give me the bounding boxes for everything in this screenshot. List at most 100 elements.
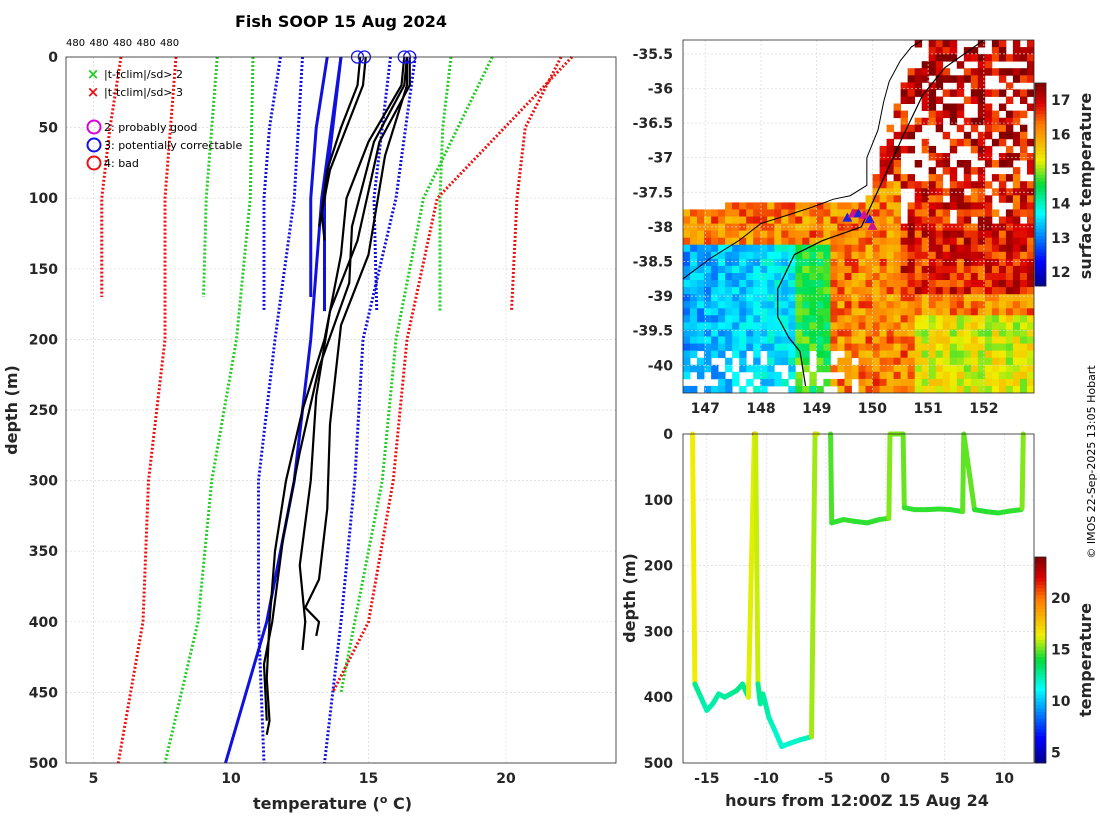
sst-cell bbox=[830, 364, 838, 373]
track-segment bbox=[1019, 431, 1026, 511]
colorbar-segment bbox=[1035, 157, 1046, 162]
sst-cell bbox=[823, 258, 831, 267]
sst-cell bbox=[907, 216, 915, 224]
sst-cell bbox=[914, 329, 923, 337]
sst-cell bbox=[697, 280, 705, 288]
sst-cell bbox=[879, 378, 887, 387]
sst-cell bbox=[823, 350, 831, 359]
sst-cell bbox=[739, 244, 747, 253]
sst-cell bbox=[683, 237, 691, 246]
sst-cell bbox=[970, 223, 979, 232]
sst-cell bbox=[1005, 110, 1014, 119]
sst-cell bbox=[977, 357, 986, 366]
sst-cell bbox=[1027, 237, 1034, 246]
colorbar-segment bbox=[1035, 694, 1046, 699]
sst-cell bbox=[823, 329, 831, 337]
sst-cell bbox=[921, 329, 930, 337]
sst-cell bbox=[914, 89, 923, 97]
sst-cell bbox=[893, 209, 901, 217]
sst-cell bbox=[872, 343, 880, 352]
sst-cell bbox=[858, 258, 866, 267]
sst-cell bbox=[998, 160, 1007, 168]
sst-cell bbox=[802, 280, 810, 288]
sst-cell bbox=[830, 244, 838, 253]
colorbar-segment bbox=[1035, 123, 1046, 128]
sst-cell bbox=[963, 287, 972, 295]
sst-cell bbox=[942, 385, 951, 393]
sst-cell bbox=[1027, 308, 1034, 316]
sst-cell bbox=[830, 209, 838, 217]
sst-cell bbox=[1012, 209, 1021, 217]
sst-cell bbox=[1027, 181, 1034, 189]
time-x-tick-label: 5 bbox=[940, 771, 950, 787]
sst-cell bbox=[963, 301, 972, 309]
sst-cell bbox=[823, 315, 831, 323]
sst-cell bbox=[977, 273, 986, 281]
sst-cell bbox=[879, 350, 887, 359]
sst-cell bbox=[683, 216, 691, 224]
sst-cell bbox=[921, 251, 930, 260]
sst-cell bbox=[816, 294, 824, 302]
sst-cell bbox=[865, 371, 873, 380]
sst-cell bbox=[1020, 138, 1028, 147]
sst-cell bbox=[809, 244, 817, 253]
sst-cell bbox=[907, 223, 915, 232]
sst-cell bbox=[998, 181, 1007, 189]
sst-cell bbox=[991, 364, 1000, 373]
colorbar-segment bbox=[1035, 584, 1046, 589]
sst-cell bbox=[704, 273, 712, 281]
sst-cell bbox=[956, 195, 965, 203]
colorbar-segment bbox=[1035, 560, 1046, 565]
sst-cell bbox=[851, 244, 859, 253]
sst-cell bbox=[963, 216, 972, 224]
sst-cell bbox=[683, 273, 691, 281]
sst-cell bbox=[697, 287, 705, 295]
sst-cell bbox=[1027, 301, 1034, 309]
sst-cell bbox=[970, 188, 979, 196]
sst-cell bbox=[935, 54, 944, 62]
colorbar-segment bbox=[1035, 660, 1046, 664]
sst-cell bbox=[914, 336, 923, 344]
sst-cell bbox=[970, 138, 979, 147]
colorbar-segment bbox=[1035, 269, 1046, 273]
sst-cell bbox=[893, 322, 901, 330]
colorbar-segment bbox=[1035, 275, 1046, 280]
sst-cell bbox=[788, 385, 796, 393]
sst-cell bbox=[991, 138, 1000, 147]
time-y-tick-label: 500 bbox=[644, 756, 673, 772]
sst-cell bbox=[872, 265, 880, 274]
sst-cell bbox=[802, 301, 810, 309]
sst-cell bbox=[921, 237, 930, 246]
sst-cell bbox=[928, 294, 937, 302]
sst-cell bbox=[977, 237, 986, 246]
sst-cell bbox=[900, 145, 908, 154]
sst-cell bbox=[795, 294, 803, 302]
colorbar-segment bbox=[1035, 725, 1046, 730]
sst-cell bbox=[690, 336, 698, 344]
sst-cell bbox=[977, 251, 986, 260]
sst-cell bbox=[949, 54, 958, 62]
sst-cell bbox=[781, 343, 789, 352]
sst-cell bbox=[1012, 301, 1021, 309]
sst-cell bbox=[697, 244, 705, 253]
colorbar-segment bbox=[1035, 670, 1046, 675]
sst-cell bbox=[935, 124, 944, 133]
sst-cell bbox=[914, 258, 923, 267]
sst-cell bbox=[823, 223, 831, 232]
sst-cell bbox=[809, 336, 817, 344]
sst-cell bbox=[858, 322, 866, 330]
sst-cell bbox=[844, 237, 852, 246]
sst-cell bbox=[893, 378, 901, 387]
sst-cell bbox=[739, 364, 747, 373]
profile-6 bbox=[303, 57, 409, 637]
colorbar-segment bbox=[1035, 218, 1046, 223]
sst-cell bbox=[879, 258, 887, 267]
sst-cell bbox=[725, 322, 733, 330]
colorbar-segment bbox=[1035, 116, 1046, 121]
sst-cell bbox=[956, 216, 965, 224]
sst-cell bbox=[907, 209, 915, 217]
sst-cell bbox=[921, 343, 930, 352]
count-label: 480 bbox=[113, 38, 132, 49]
sst-cell bbox=[1012, 230, 1021, 239]
sst-cell bbox=[872, 378, 880, 387]
